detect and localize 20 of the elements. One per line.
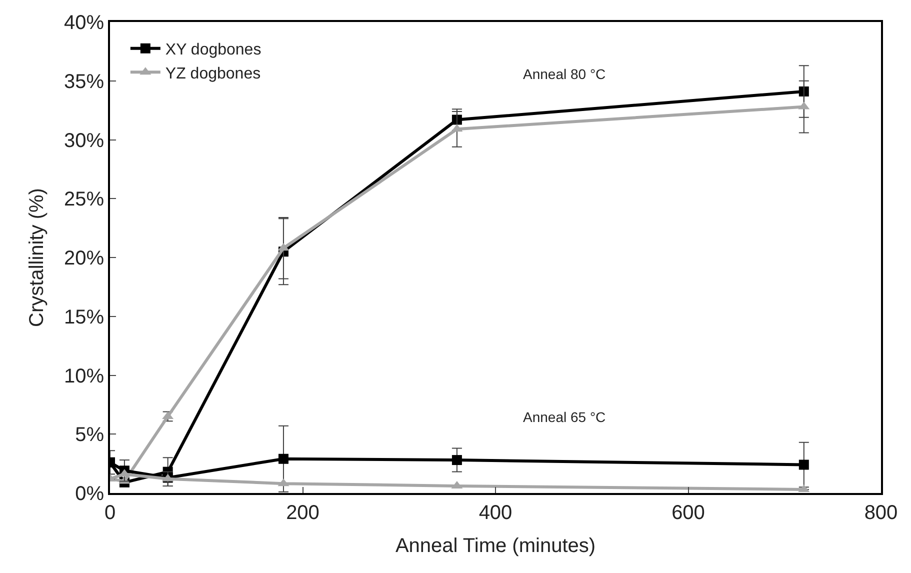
y-tick-label: 0% [75, 483, 104, 505]
legend-label: YZ dogbones [165, 65, 261, 82]
y-tick-label: 30% [64, 130, 104, 152]
y-tick-label: 5% [75, 424, 104, 446]
x-tick-label: 600 [672, 502, 705, 524]
x-axis-title: Anneal Time (minutes) [395, 535, 596, 557]
x-tick-label: 400 [478, 502, 512, 524]
annotation: Anneal 65 °C [523, 409, 606, 425]
legend-label: XY dogbones [165, 42, 262, 59]
x-tick-label: 200 [286, 502, 320, 524]
y-tick-label: 20% [64, 248, 104, 270]
x-tick-label: 800 [864, 502, 898, 524]
y-tick-label: 15% [64, 306, 104, 328]
y-tick-label: 35% [64, 70, 104, 93]
annotation: Anneal 80 °C [523, 66, 606, 82]
y-tick-label: 40% [64, 12, 104, 34]
y-tick-label: 10% [64, 365, 104, 388]
y-axis-title: Crystallinity (%) [26, 188, 48, 327]
x-tick-label: 0 [104, 502, 116, 524]
y-tick-label: 25% [64, 188, 104, 211]
